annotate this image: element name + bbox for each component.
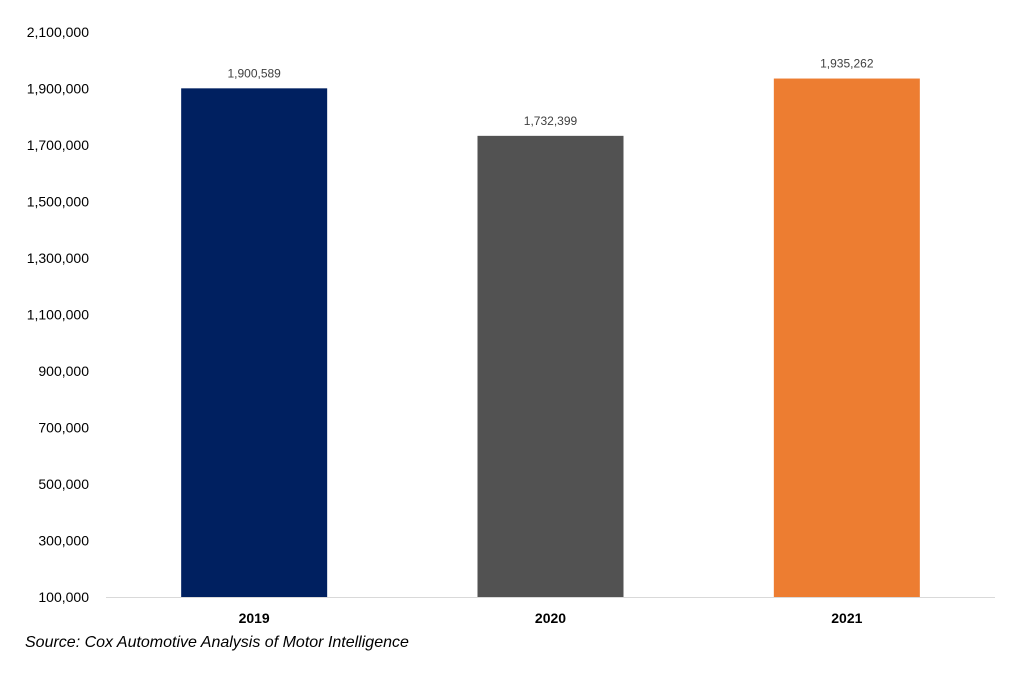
y-tick-label: 1,900,000 <box>27 81 89 97</box>
data-labels: 1,900,589 1,732,399 1,935,262 <box>227 57 873 128</box>
y-tick-label: 500,000 <box>38 476 89 492</box>
y-axis-tick-labels: 100,000 300,000 500,000 700,000 900,000 1,100… <box>27 24 90 605</box>
y-tick-label: 300,000 <box>38 533 89 549</box>
category-label-2019: 2019 <box>239 610 270 626</box>
data-label-2019: 1,900,589 <box>227 66 281 80</box>
bar-2021 <box>773 78 920 598</box>
y-tick-label: 1,500,000 <box>27 194 89 210</box>
source-note: Source: Cox Automotive Analysis of Motor… <box>25 634 409 651</box>
y-tick-label: 700,000 <box>38 420 89 436</box>
bar-2019 <box>181 88 328 597</box>
bars <box>181 78 920 598</box>
y-tick-label: 1,300,000 <box>27 250 89 266</box>
y-tick-label: 2,100,000 <box>27 24 89 40</box>
data-label-2021: 1,935,262 <box>820 57 874 71</box>
category-label-2020: 2020 <box>535 610 566 626</box>
x-axis-category-labels: 2019 2020 2021 <box>239 610 863 626</box>
y-tick-label: 1,700,000 <box>27 137 89 153</box>
y-tick-label: 900,000 <box>38 363 89 379</box>
data-label-2020: 1,732,399 <box>524 114 578 128</box>
category-label-2021: 2021 <box>831 610 862 626</box>
bar-2020 <box>477 135 624 597</box>
y-tick-label: 100,000 <box>38 589 89 605</box>
y-tick-label: 1,100,000 <box>27 307 89 323</box>
